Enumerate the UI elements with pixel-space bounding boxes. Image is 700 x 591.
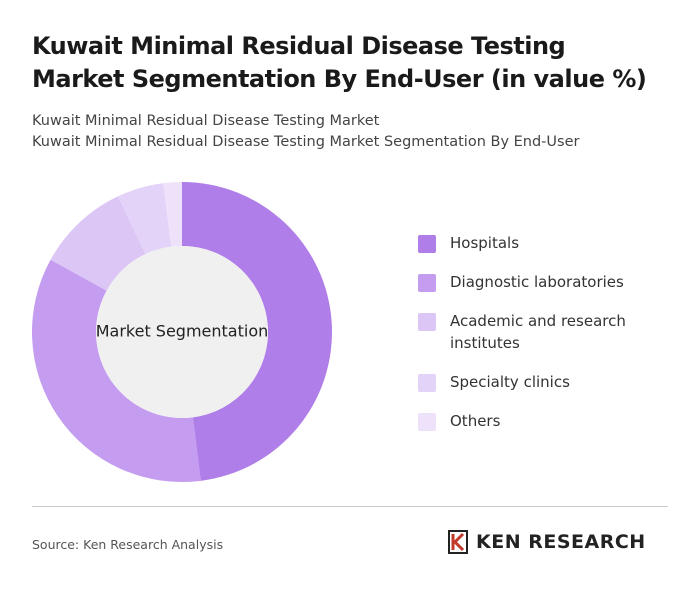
slice (118, 183, 172, 255)
legend-item: Specialty clinics (418, 371, 678, 393)
subtitle: Kuwait Minimal Residual Disease Testing … (32, 134, 580, 150)
legend-swatch (418, 413, 436, 431)
logo: KEN RESEARCH (448, 530, 646, 554)
center-label: Market Segmentation (96, 322, 269, 341)
logo-icon (448, 530, 468, 554)
legend-item: Academic and research institutes (418, 310, 678, 354)
slice (32, 259, 201, 482)
chart-title: Kuwait Minimal Residual Disease Testing … (32, 32, 647, 93)
center-circle (96, 246, 268, 418)
legend-label: Hospitals (450, 234, 520, 252)
legend-label: Specialty clinics (450, 373, 570, 391)
slice (50, 196, 146, 291)
legend-label: Diagnostic laboratories (450, 273, 624, 291)
slice (163, 182, 182, 247)
subtitle: Kuwait Minimal Residual Disease Testing … (32, 113, 380, 129)
legend-swatch (418, 313, 436, 331)
source: Source: Ken Research Analysis (32, 537, 224, 552)
legend-item: Others (418, 410, 678, 432)
legend-item: Diagnostic laboratories (418, 271, 678, 293)
logo-text: KEN RESEARCH (476, 531, 646, 553)
divider (32, 506, 668, 507)
legend-swatch (418, 235, 436, 253)
legend-item: Hospitals (418, 232, 678, 254)
legend: Hospitals Diagnostic laboratories Academic… (418, 232, 678, 449)
donut-chart: Market Segmentation (32, 182, 333, 482)
legend-label: Others (450, 412, 501, 430)
legend-swatch (418, 274, 436, 292)
slice (182, 182, 333, 481)
legend-label: Academic and research institutes (450, 312, 626, 352)
legend-swatch (418, 374, 436, 392)
